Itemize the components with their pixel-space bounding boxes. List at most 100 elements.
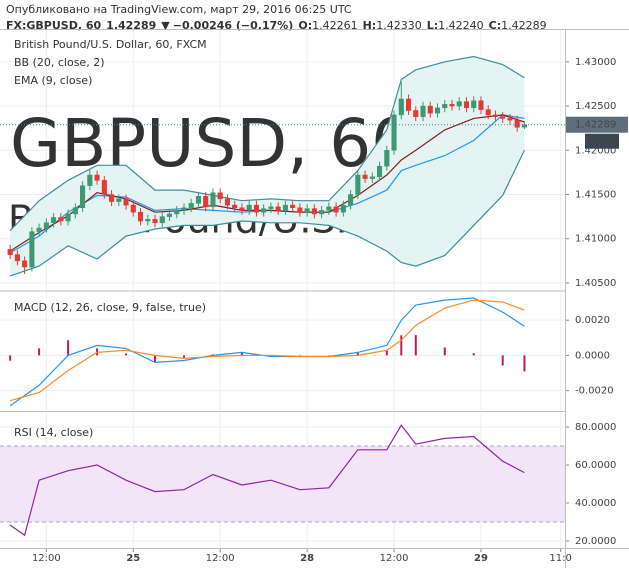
y-tick-label: 60.0000 bbox=[575, 460, 616, 471]
candle-body bbox=[449, 104, 455, 107]
candle-body bbox=[80, 185, 86, 209]
candle-body bbox=[398, 98, 404, 116]
y-tick-label: 1.42000 bbox=[575, 145, 616, 156]
candle-body bbox=[195, 196, 202, 204]
y-tick-label: 0.0020 bbox=[575, 315, 610, 326]
macd-histogram-bar bbox=[327, 355, 330, 356]
macd-histogram-bar bbox=[400, 335, 403, 356]
candle-body bbox=[145, 219, 151, 222]
y-tick-label: 0.0000 bbox=[575, 350, 610, 361]
candle-body bbox=[275, 206, 281, 211]
y-tick-label: -0.0020 bbox=[575, 386, 614, 397]
candle-body bbox=[282, 204, 288, 211]
candle-body bbox=[369, 176, 375, 179]
macd-line bbox=[9, 299, 525, 402]
candle-body bbox=[36, 227, 42, 232]
last-price-box bbox=[566, 116, 628, 133]
candle-body bbox=[514, 119, 520, 128]
candle-body bbox=[159, 216, 165, 224]
macd-histogram-bar bbox=[9, 355, 12, 361]
candle-body bbox=[253, 204, 259, 213]
rsi-line bbox=[9, 424, 525, 537]
ohlc-value: 1.42261 bbox=[312, 19, 358, 32]
candle-body bbox=[29, 231, 35, 268]
candle-body bbox=[152, 219, 158, 224]
candle-body bbox=[362, 174, 368, 179]
y-tick-label: 40.0000 bbox=[575, 498, 616, 509]
panel: GBPUSD, 60British Pound/U.S. Dollar bbox=[0, 30, 565, 290]
macd-histogram-bar bbox=[182, 355, 185, 358]
x-tick-label: 11:0 bbox=[549, 553, 571, 564]
macd-histogram-bar bbox=[443, 347, 446, 356]
bb-lower bbox=[9, 150, 525, 277]
candle-body bbox=[65, 213, 71, 222]
indicator-title: BB (20, close, 2) bbox=[14, 56, 105, 69]
macd-histogram-bar bbox=[125, 353, 128, 356]
countdown: 34:51 bbox=[589, 136, 618, 147]
candle-body bbox=[434, 107, 441, 114]
y-tick-label: 80.0000 bbox=[575, 422, 616, 433]
ohlc-label: C: bbox=[489, 19, 501, 32]
ohlc-label: H: bbox=[363, 19, 377, 32]
change-arrow: ▼ bbox=[161, 19, 170, 32]
candle-body bbox=[239, 207, 245, 211]
y-tick-label: 1.40500 bbox=[575, 278, 616, 289]
countdown-box bbox=[585, 133, 619, 149]
watermark: GBPUSD, 60 bbox=[10, 105, 413, 182]
candle-body bbox=[224, 198, 230, 206]
candle-body bbox=[217, 192, 223, 200]
candle-body bbox=[116, 198, 122, 202]
x-tick-label: 12:00 bbox=[206, 553, 235, 564]
candle-body bbox=[166, 213, 173, 217]
candle-body bbox=[492, 114, 499, 117]
macd-histogram-bar bbox=[298, 355, 301, 356]
candle-body bbox=[22, 260, 28, 268]
candle-body bbox=[333, 206, 339, 213]
x-tick-label: 25 bbox=[126, 553, 140, 564]
candle-body bbox=[290, 204, 296, 209]
candle-body bbox=[348, 194, 354, 206]
candle-body bbox=[420, 105, 426, 117]
candle-body bbox=[485, 109, 491, 116]
bb-upper bbox=[9, 55, 525, 232]
candle-body bbox=[203, 196, 209, 208]
macd-histogram-bar bbox=[523, 355, 526, 372]
candle-body bbox=[405, 98, 412, 111]
change: −0.00246 (−0.17%) bbox=[173, 19, 294, 32]
candle-body bbox=[232, 204, 238, 209]
candle-body bbox=[507, 118, 513, 121]
candle-body bbox=[261, 208, 267, 213]
candle-body bbox=[500, 116, 506, 119]
candle-body bbox=[51, 217, 57, 224]
candle-body bbox=[137, 211, 144, 222]
candle-body bbox=[101, 180, 107, 195]
candle-body bbox=[130, 204, 136, 213]
published-note: Опубликовано на TradingView.com, март 29… bbox=[6, 3, 352, 16]
candle-body bbox=[268, 206, 274, 209]
candle-body bbox=[297, 207, 303, 213]
candle-body bbox=[87, 174, 93, 186]
ohlc-value: 1.42289 bbox=[501, 19, 547, 32]
symbol: FX:GBPUSD, 60 bbox=[6, 19, 102, 32]
candle-body bbox=[355, 174, 361, 195]
macd-histogram-bar bbox=[414, 335, 417, 356]
panel bbox=[0, 292, 565, 410]
indicator-title: EMA (9, close) bbox=[14, 74, 92, 87]
x-tick-label: 29 bbox=[474, 553, 488, 564]
macd-histogram-bar bbox=[154, 355, 157, 363]
macd-histogram-bar bbox=[240, 352, 243, 356]
ohlc-label: L: bbox=[427, 19, 438, 32]
candle-body bbox=[174, 210, 180, 215]
candle-body bbox=[319, 210, 325, 215]
y-tick-label: 1.43000 bbox=[575, 57, 616, 68]
candle-body bbox=[188, 203, 194, 209]
panel-title: MACD (12, 26, close, 9, false, true) bbox=[14, 301, 206, 314]
candle-body bbox=[478, 100, 484, 110]
y-tick-label: 1.42500 bbox=[575, 101, 616, 112]
candle-body bbox=[109, 194, 115, 202]
candle-body bbox=[181, 207, 187, 211]
y-tick-label: 1.41000 bbox=[575, 234, 616, 245]
candle-body bbox=[384, 150, 390, 167]
candle-body bbox=[326, 206, 332, 211]
